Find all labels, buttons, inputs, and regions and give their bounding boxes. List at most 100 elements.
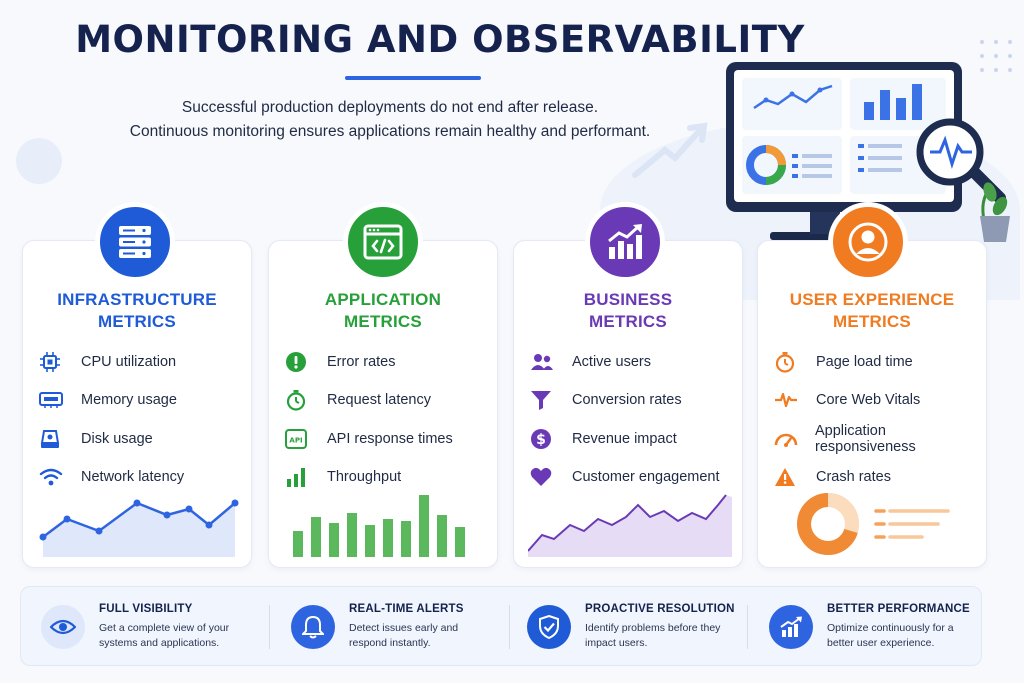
feature-description-line-1: Optimize continuously for a xyxy=(827,622,954,634)
metric-label: Throughput xyxy=(327,469,402,486)
api-icon: API xyxy=(285,428,311,450)
code-window-icon xyxy=(363,224,403,260)
metric-list: Page load time Core Web Vitals Applicati… xyxy=(774,343,984,496)
feature-description-line-2: impact users. xyxy=(585,637,648,649)
feature-description-line-1: Get a complete view of your xyxy=(99,622,230,634)
feature-description: Optimize continuously for a better user … xyxy=(827,621,967,651)
svg-text:API: API xyxy=(289,436,302,444)
user-icon-badge xyxy=(828,202,908,282)
metric-label: Network latency xyxy=(81,469,185,486)
pulse-icon xyxy=(774,389,800,411)
list-item: Core Web Vitals xyxy=(774,381,984,419)
divider xyxy=(509,605,510,649)
card-title-line-2: METRICS xyxy=(833,312,911,331)
list-item: Customer engagement xyxy=(530,458,740,496)
card-title: INFRASTRUCTURE METRICS xyxy=(23,289,251,333)
warning-icon xyxy=(774,466,800,488)
metric-label: Application responsiveness xyxy=(815,422,916,455)
dot-grid-decoration xyxy=(980,40,1012,72)
metric-label: Conversion rates xyxy=(572,392,682,409)
trend-up-icon xyxy=(769,605,813,649)
feature-title: PROACTIVE RESOLUTION xyxy=(585,603,735,615)
user-icon xyxy=(848,222,888,262)
subtitle-line-1: Successful production deployments do not… xyxy=(181,99,599,116)
metric-label: CPU utilization xyxy=(81,354,177,371)
eye-icon xyxy=(41,605,85,649)
metric-label: Error rates xyxy=(327,354,396,371)
list-item: API API response times xyxy=(285,420,495,458)
divider xyxy=(269,605,270,649)
card-title-line-1: APPLICATION xyxy=(324,290,442,309)
divider xyxy=(747,605,748,649)
application-metrics-card: APPLICATION METRICS Error rates Request … xyxy=(268,240,498,568)
card-title-line-2: METRICS xyxy=(344,312,422,331)
bell-icon xyxy=(291,605,335,649)
users-icon xyxy=(530,351,556,373)
feature-title: REAL-TIME ALERTS xyxy=(349,603,464,615)
feature-description: Identify problems before they impact use… xyxy=(585,621,725,651)
feature-description: Detect issues early and respond instantl… xyxy=(349,621,489,651)
user-experience-metrics-card: USER EXPERIENCE METRICS Page load time C… xyxy=(757,240,987,568)
benefits-panel: FULL VISIBILITY Get a complete view of y… xyxy=(20,586,982,666)
feature-description-line-1: Identify problems before they xyxy=(585,622,721,634)
metric-label: Active users xyxy=(572,354,651,371)
growth-chart-icon-badge xyxy=(585,202,665,282)
feature-better-performance: BETTER PERFORMANCE Optimize continuously… xyxy=(769,587,970,667)
application-bar-chart xyxy=(293,495,465,557)
page-subtitle: Successful production deployments do not… xyxy=(90,96,690,144)
user-experience-donut-chart xyxy=(797,492,950,555)
bar-chart-icon xyxy=(285,466,311,488)
server-icon xyxy=(119,226,151,258)
metric-list: Error rates Request latency API API resp… xyxy=(285,343,495,496)
feature-description-line-2: better user experience. xyxy=(827,637,935,649)
feature-proactive-resolution: PROACTIVE RESOLUTION Identify problems b… xyxy=(527,587,735,667)
list-item: Application responsiveness xyxy=(774,420,984,458)
feature-text: BETTER PERFORMANCE Optimize continuously… xyxy=(827,603,970,651)
shield-check-icon xyxy=(527,605,571,649)
feature-text: PROACTIVE RESOLUTION Identify problems b… xyxy=(585,603,735,651)
feature-text: FULL VISIBILITY Get a complete view of y… xyxy=(99,603,239,651)
feature-title: FULL VISIBILITY xyxy=(99,603,193,615)
card-title-line-1: INFRASTRUCTURE xyxy=(57,290,217,309)
disk-icon xyxy=(39,428,65,450)
metric-label: Memory usage xyxy=(81,392,177,409)
list-item: Network latency xyxy=(39,458,249,496)
gauge-icon xyxy=(774,428,799,450)
metric-label: API response times xyxy=(327,430,453,447)
feature-description: Get a complete view of your systems and … xyxy=(99,621,239,651)
growth-chart-icon xyxy=(608,224,642,259)
list-item: Page load time xyxy=(774,343,984,381)
timer-icon xyxy=(774,351,800,373)
card-title-line-2: METRICS xyxy=(589,312,667,331)
infrastructure-line-chart xyxy=(39,499,239,557)
stopwatch-icon xyxy=(285,389,311,412)
feature-text: REAL-TIME ALERTS Detect issues early and… xyxy=(349,603,489,651)
metric-label: Page load time xyxy=(816,354,913,371)
metric-list: Active users Conversion rates $ Revenue … xyxy=(530,343,740,496)
wifi-icon xyxy=(39,466,65,488)
list-item: Memory usage xyxy=(39,381,249,419)
subtitle-line-2: Continuous monitoring ensures applicatio… xyxy=(129,123,651,140)
feature-full-visibility: FULL VISIBILITY Get a complete view of y… xyxy=(41,587,239,667)
server-icon-badge xyxy=(95,202,175,282)
card-title: APPLICATION METRICS xyxy=(269,289,497,333)
feature-description-line-1: Detect issues early and xyxy=(349,622,459,634)
monitor-dashboard-illustration xyxy=(726,62,1010,242)
list-item: CPU utilization xyxy=(39,343,249,381)
list-item: Conversion rates xyxy=(530,381,740,419)
card-title-line-1: BUSINESS xyxy=(583,290,673,309)
infrastructure-metrics-card: INFRASTRUCTURE METRICS CPU utilization M… xyxy=(22,240,252,568)
metric-label: Core Web Vitals xyxy=(816,392,921,409)
code-window-icon-badge xyxy=(343,202,423,282)
metric-label: Request latency xyxy=(327,392,431,409)
list-item: Throughput xyxy=(285,458,495,496)
background-circle xyxy=(16,138,62,184)
card-title: BUSINESS METRICS xyxy=(514,289,742,333)
list-item: Error rates xyxy=(285,343,495,381)
cpu-icon xyxy=(39,351,65,373)
dollar-icon: $ xyxy=(530,428,556,450)
page-title: MONITORING AND OBSERVABILITY xyxy=(75,18,805,61)
list-item: Disk usage xyxy=(39,420,249,458)
feature-title: BETTER PERFORMANCE xyxy=(827,603,970,615)
background-arrow-decoration xyxy=(632,122,708,178)
